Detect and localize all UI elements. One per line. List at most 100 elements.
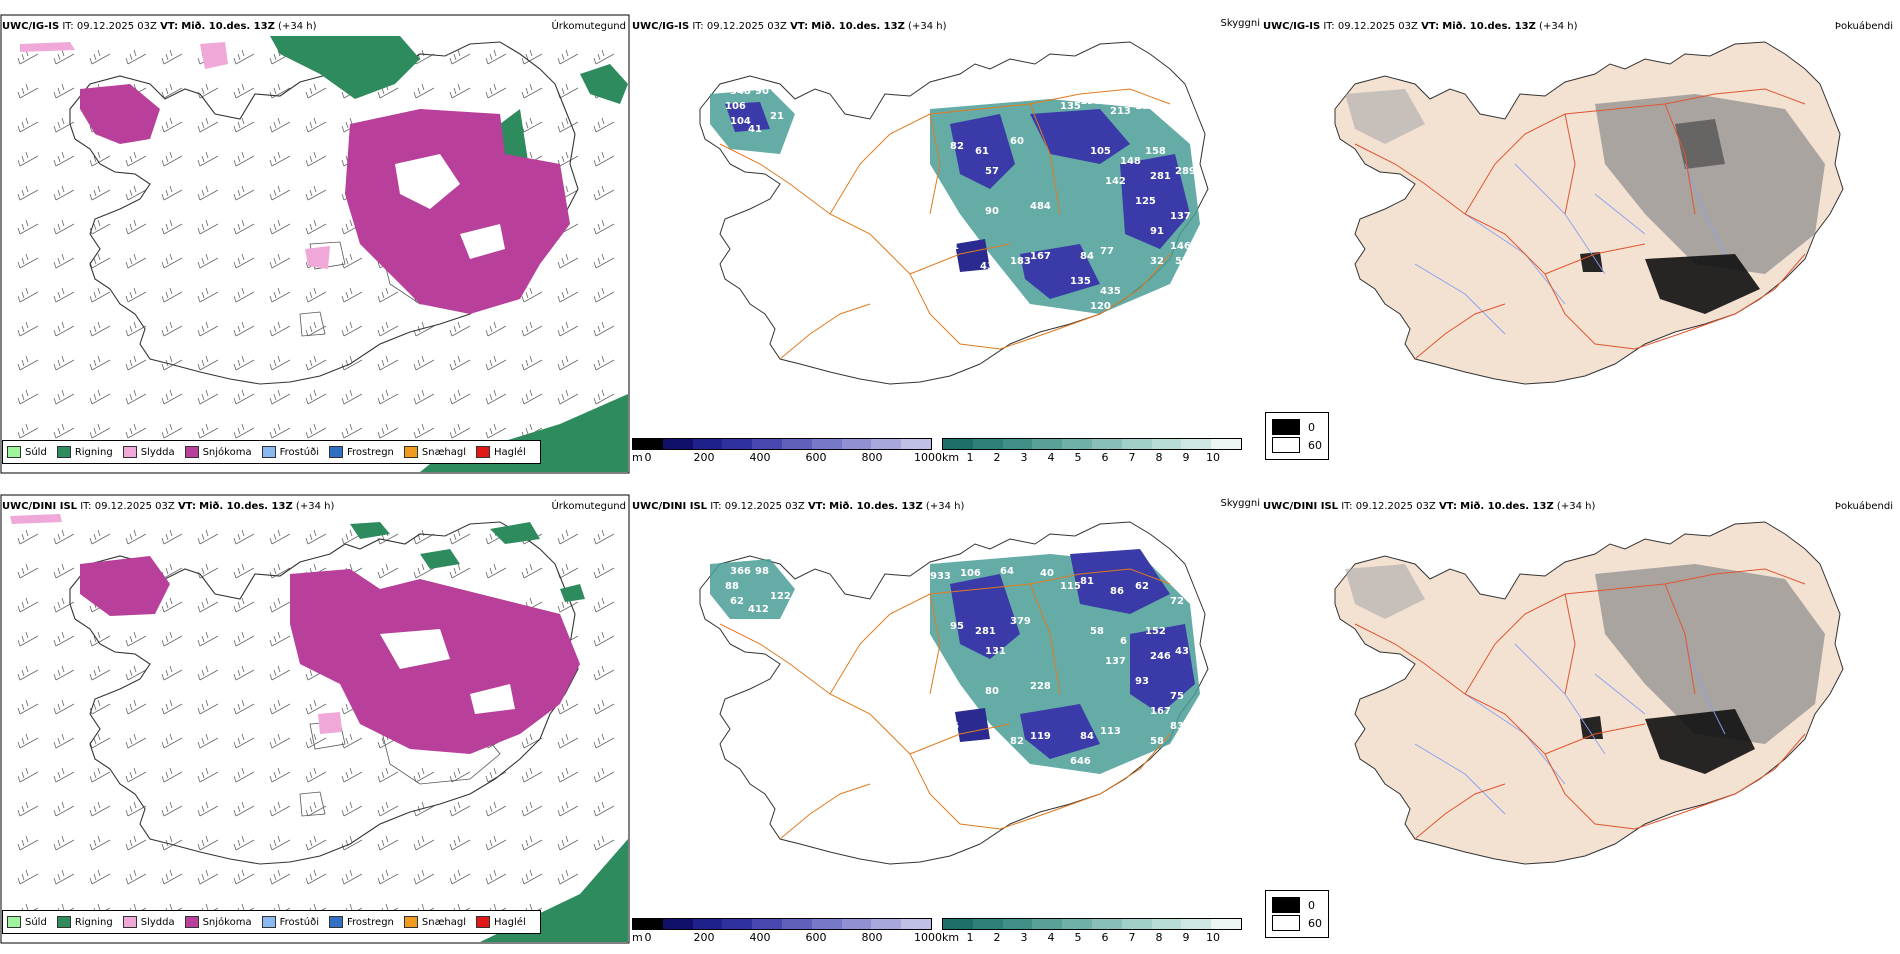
- fog-map-1: [1334, 41, 1844, 385]
- colorbar-segment: [1062, 439, 1092, 449]
- wind-barb: [197, 117, 219, 133]
- wind-barb: [125, 869, 147, 885]
- fog-legend-swatch: [1272, 419, 1300, 435]
- legend-swatch: [184, 446, 199, 458]
- wind-barb: [53, 699, 75, 715]
- wind-barb: [305, 529, 327, 545]
- wind-barb: [413, 321, 435, 337]
- wind-barb: [269, 699, 291, 715]
- wind-barb: [521, 835, 543, 851]
- wind-barb: [593, 321, 615, 337]
- wind-barb: [269, 835, 291, 851]
- wind-barb: [449, 355, 471, 371]
- wind-barb: [197, 219, 219, 235]
- wind-barb: [305, 767, 327, 783]
- road-network: [1354, 568, 1806, 840]
- colorbar-segment: [972, 919, 1003, 929]
- fog-legend-swatch: [1272, 897, 1300, 913]
- legend-item: Rigning: [56, 916, 113, 928]
- wind-barb: [305, 185, 327, 201]
- wind-barb: [593, 563, 615, 579]
- wind-barb: [89, 355, 111, 371]
- colorbar-tick: 7: [1128, 931, 1136, 944]
- wind-barb: [269, 389, 291, 405]
- wind-barb: [485, 423, 507, 439]
- visibility-value: 57: [1175, 256, 1189, 267]
- visibility-value: 64: [960, 88, 974, 99]
- colorbar-segment: [901, 439, 931, 449]
- wind-barb: [593, 767, 615, 783]
- wind-barb: [557, 49, 579, 65]
- fog-field: [1345, 564, 1825, 774]
- wind-barb: [17, 699, 39, 715]
- wind-barb: [53, 117, 75, 133]
- wind-barb: [125, 185, 147, 201]
- wind-barb: [269, 219, 291, 235]
- wind-barb: [341, 219, 363, 235]
- wind-barb: [449, 389, 471, 405]
- legend-item: Súld: [7, 916, 47, 928]
- visibility-value: 228: [1030, 681, 1051, 692]
- wind-barb: [89, 869, 111, 885]
- wind-barb: [593, 151, 615, 167]
- colorbar-tick: 400: [749, 931, 771, 944]
- colorbar-tick: 200: [693, 451, 715, 464]
- wind-barb: [17, 253, 39, 269]
- wind-barb: [377, 83, 399, 99]
- legend-label: Súld: [25, 446, 47, 458]
- wind-barb: [269, 151, 291, 167]
- wind-barb: [161, 801, 183, 817]
- colorbar-segment: [722, 439, 753, 449]
- wind-barb: [89, 835, 111, 851]
- visibility-value: 405: [1110, 326, 1131, 337]
- wind-barb: [125, 801, 147, 817]
- wind-barb: [341, 423, 363, 439]
- wind-barb: [53, 321, 75, 337]
- wind-barb: [233, 423, 255, 439]
- legend-label: Rigning: [74, 446, 113, 458]
- visibility-value: 246: [1150, 651, 1171, 662]
- colorbar-segment: [722, 919, 753, 929]
- visibility-value: 80: [985, 686, 999, 697]
- wind-barb: [305, 869, 327, 885]
- wind-barb: [197, 631, 219, 647]
- fog-field: [1345, 89, 1825, 314]
- visibility-value: 348: [730, 86, 751, 97]
- wind-barb: [485, 389, 507, 405]
- wind-barb: [593, 835, 615, 851]
- wind-barb: [53, 253, 75, 269]
- visibility-value: 64: [1000, 566, 1014, 577]
- colorbar-tick: 9: [1182, 931, 1190, 944]
- wind-barb: [305, 219, 327, 235]
- wind-barb: [593, 219, 615, 235]
- wind-barb: [413, 869, 435, 885]
- visibility-value: 91: [1150, 226, 1164, 237]
- wind-barb: [89, 321, 111, 337]
- colorbar-segment: [1002, 439, 1033, 449]
- wind-barb: [125, 631, 147, 647]
- wind-barb: [53, 49, 75, 65]
- wind-barb: [89, 767, 111, 783]
- wind-barb: [161, 219, 183, 235]
- colorbar-tick: 5: [1074, 451, 1082, 464]
- colorbar: [942, 918, 1242, 930]
- wind-barb: [197, 597, 219, 613]
- wind-barb: [341, 529, 363, 545]
- wind-barb: [89, 151, 111, 167]
- legend-swatch: [476, 446, 491, 458]
- wind-barb: [593, 733, 615, 749]
- wind-barb: [17, 767, 39, 783]
- wind-barb: [17, 801, 39, 817]
- wind-barb: [269, 869, 291, 885]
- wind-barb: [341, 253, 363, 269]
- wind-barb: [161, 597, 183, 613]
- colorbar-segment: [1151, 919, 1182, 929]
- wind-barb: [233, 49, 255, 65]
- wind-barb: [89, 49, 111, 65]
- iceland-outline: [69, 521, 579, 865]
- wind-barb: [53, 801, 75, 817]
- snow-area: [80, 84, 570, 314]
- wind-barb: [53, 869, 75, 885]
- wind-barb: [269, 631, 291, 647]
